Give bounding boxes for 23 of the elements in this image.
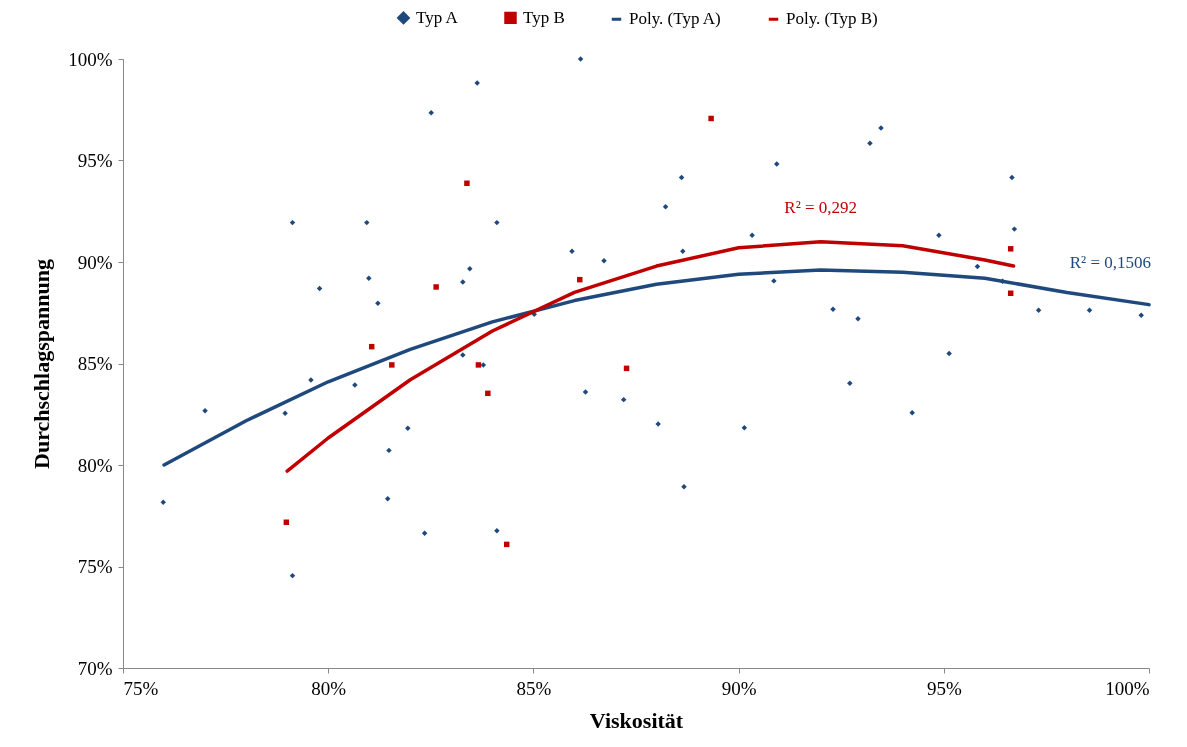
x-tick-label: 100% [1105,677,1150,699]
y-tick-label: 95% [77,150,113,171]
line-series [162,268,1151,467]
y-tick-label: 70% [77,657,113,679]
y-tick-label: 80% [77,454,113,476]
y-tick-label: 75% [77,556,113,577]
legend-label: Typ B [523,7,565,27]
annotation: R² = 0,292 [784,197,858,217]
x-axis-title: Viskosität [589,707,684,733]
x-tick-label: 95% [926,677,962,699]
x-tick-label: 75% [123,677,159,699]
line-series [285,239,1016,473]
x-tick-label: 90% [721,677,757,699]
y-axis-title: Durchschlagspannung [29,259,55,469]
legend-label: Poly. (Typ A) [629,9,721,29]
legend-label: Poly. (Typ B) [786,9,878,29]
y-tick-label: 85% [77,353,113,374]
x-tick-label: 80% [311,677,347,699]
y-tick-label: 100% [68,48,113,70]
legend-label: Typ A [416,7,459,27]
y-tick-label: 90% [77,251,113,273]
annotation: R² = 0,1506 [1069,252,1151,272]
x-tick-label: 85% [516,677,552,699]
